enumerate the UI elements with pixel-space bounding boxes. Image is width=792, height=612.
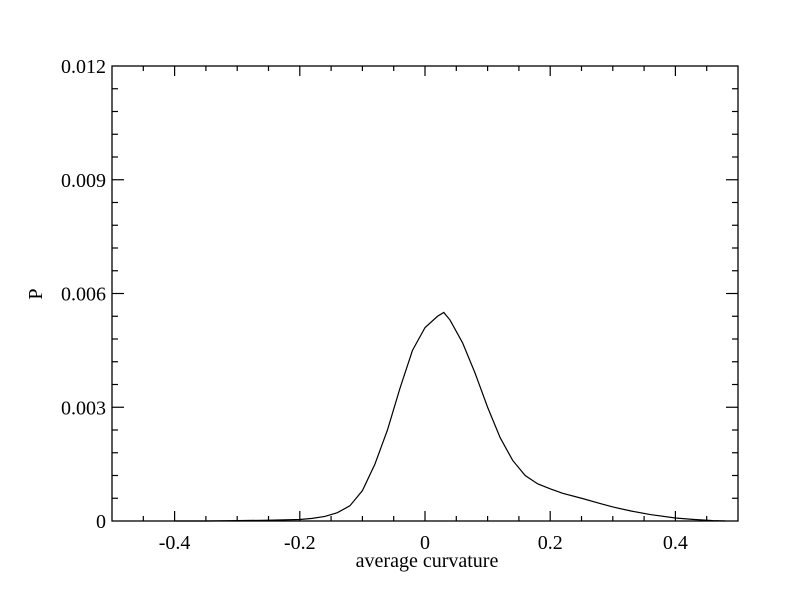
x-axis-label: average curvature — [356, 550, 499, 572]
y-tick-label: 0.009 — [61, 170, 106, 192]
axis-ticks — [112, 66, 738, 521]
y-tick-label: 0.012 — [61, 56, 106, 78]
y-axis-label: P — [25, 288, 47, 299]
x-tick-label: 0.2 — [538, 532, 563, 554]
plot-frame — [111, 65, 739, 522]
series-line — [174, 311, 726, 522]
y-tick-label: 0.003 — [61, 397, 106, 419]
x-tick-label: -0.2 — [284, 532, 316, 554]
x-tick-label: 0.4 — [663, 532, 688, 554]
y-tick-label: 0.006 — [61, 284, 106, 306]
x-tick-label: 0 — [420, 532, 430, 554]
y-tick-label: 0 — [96, 511, 106, 533]
axis-tick-labels: -0.4 -0.2 0 0.2 0.4 0 0.003 0.006 0.009 0.012 — [61, 56, 688, 554]
x-tick-label: -0.4 — [159, 532, 191, 554]
